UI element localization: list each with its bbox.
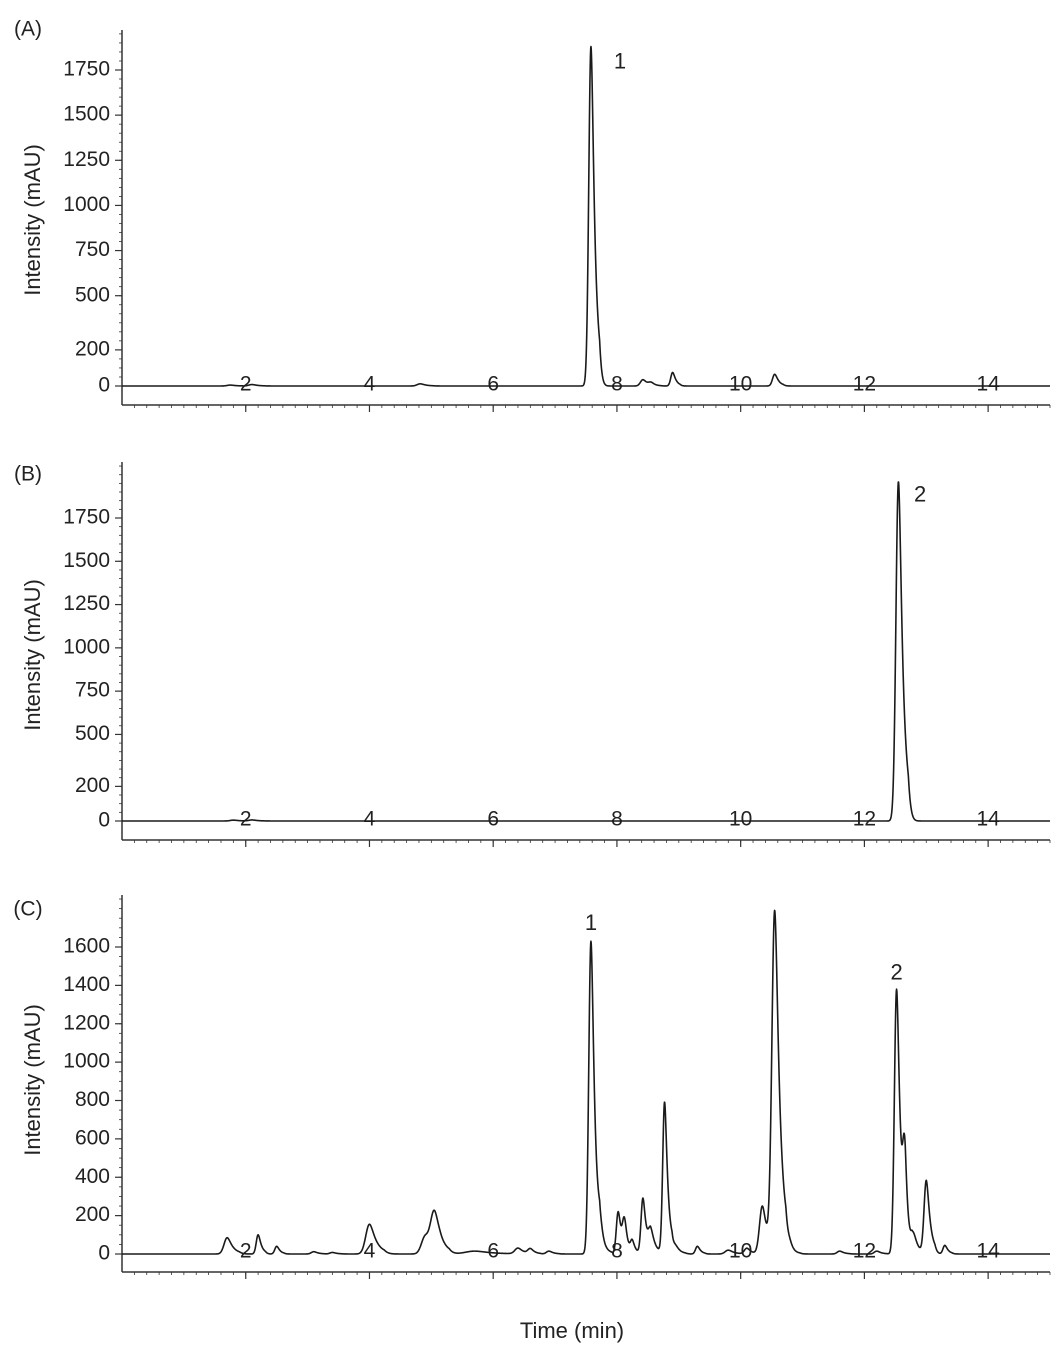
chart-panel-3: (C)2 4 6 8 10 12 14020040060080010001200140016… <box>13 895 1051 1279</box>
y-tick-label: 1500 <box>63 549 110 572</box>
y-tick-label: 0 <box>98 1242 110 1265</box>
y-tick-label: 0 <box>98 809 110 832</box>
panel-label: (B) <box>14 463 42 486</box>
x-tick-label: 10 <box>729 1240 752 1263</box>
y-tick-label: 1000 <box>63 193 110 216</box>
y-tick-label: 1200 <box>63 1011 110 1034</box>
x-tick-label: 14 <box>976 808 1000 831</box>
y-tick-label: 750 <box>75 238 110 261</box>
y-tick-label: 1750 <box>63 506 110 529</box>
y-tick-label: 200 <box>75 337 110 360</box>
y-tick-label: 750 <box>75 679 110 702</box>
x-tick-label: 8 <box>611 373 623 396</box>
x-tick-label: 6 <box>487 373 499 396</box>
x-tick-label: 14 <box>976 1240 1000 1263</box>
y-axis-title: Intensity (mAU) <box>20 144 45 296</box>
x-tick-label: 6 <box>487 1240 499 1263</box>
y-tick-label: 500 <box>75 722 110 745</box>
chart-panel-2: (B) 2 4 6 8 10 12 14 0 200 500 750 1000 1250 1500 1750 I… <box>14 462 1051 847</box>
chromatogram-trace <box>121 45 1051 387</box>
chart-panel-1: (A) 2 4 6 8 10 12 14 0 200 500 750 1000 1250 1500 1750 I… <box>14 18 1051 412</box>
x-tick-label: 8 <box>611 808 623 831</box>
y-tick-label: 1250 <box>63 592 110 615</box>
x-tick-label: 12 <box>853 808 876 831</box>
panel-label: (C) <box>13 898 42 921</box>
x-tick-label: 2 <box>240 373 252 396</box>
y-tick-label: 1250 <box>63 148 110 171</box>
y-axis-title: Intensity (mAU) <box>20 1004 45 1156</box>
peak-label: 1 <box>614 49 626 74</box>
x-tick-label: 12 <box>853 373 876 396</box>
x-tick-label: 10 <box>729 373 752 396</box>
y-tick-label: 800 <box>75 1088 110 1111</box>
x-tick-label: 6 <box>487 808 499 831</box>
peak-label: 1 <box>585 910 597 935</box>
y-tick-label: 400 <box>75 1165 110 1188</box>
y-tick-label: 1400 <box>63 973 110 996</box>
y-tick-label: 0 <box>98 374 110 397</box>
x-tick-label: 12 <box>853 1240 876 1263</box>
x-tick-label: 4 <box>364 1240 376 1263</box>
x-tick-label: 14 <box>976 373 1000 396</box>
y-tick-label: 200 <box>75 1203 110 1226</box>
x-tick-label: 2 <box>240 808 252 831</box>
y-axis-title: Intensity (mAU) <box>20 579 45 731</box>
x-tick-label: 10 <box>729 808 752 831</box>
x-tick-label: 8 <box>611 1240 623 1263</box>
y-tick-label: 1500 <box>63 103 110 126</box>
y-tick-label: 200 <box>75 774 110 797</box>
panel-label: (A) <box>14 18 42 41</box>
y-tick-label: 1750 <box>63 58 110 81</box>
x-tick-label: 4 <box>364 373 376 396</box>
x-tick-label: 4 <box>364 808 376 831</box>
x-axis-title: Time (min) <box>520 1318 624 1343</box>
x-tick-label: 2 <box>240 1240 252 1263</box>
y-tick-label: 1600 <box>63 935 110 958</box>
y-tick-label: 500 <box>75 283 110 306</box>
chromatogram-trace <box>121 909 1051 1255</box>
y-tick-label: 1000 <box>63 1050 110 1073</box>
peak-label: 2 <box>914 481 926 506</box>
y-tick-label: 1000 <box>63 635 110 658</box>
peak-label: 2 <box>890 960 902 985</box>
y-tick-label: 600 <box>75 1126 110 1149</box>
chromatogram-trace <box>121 481 1051 822</box>
